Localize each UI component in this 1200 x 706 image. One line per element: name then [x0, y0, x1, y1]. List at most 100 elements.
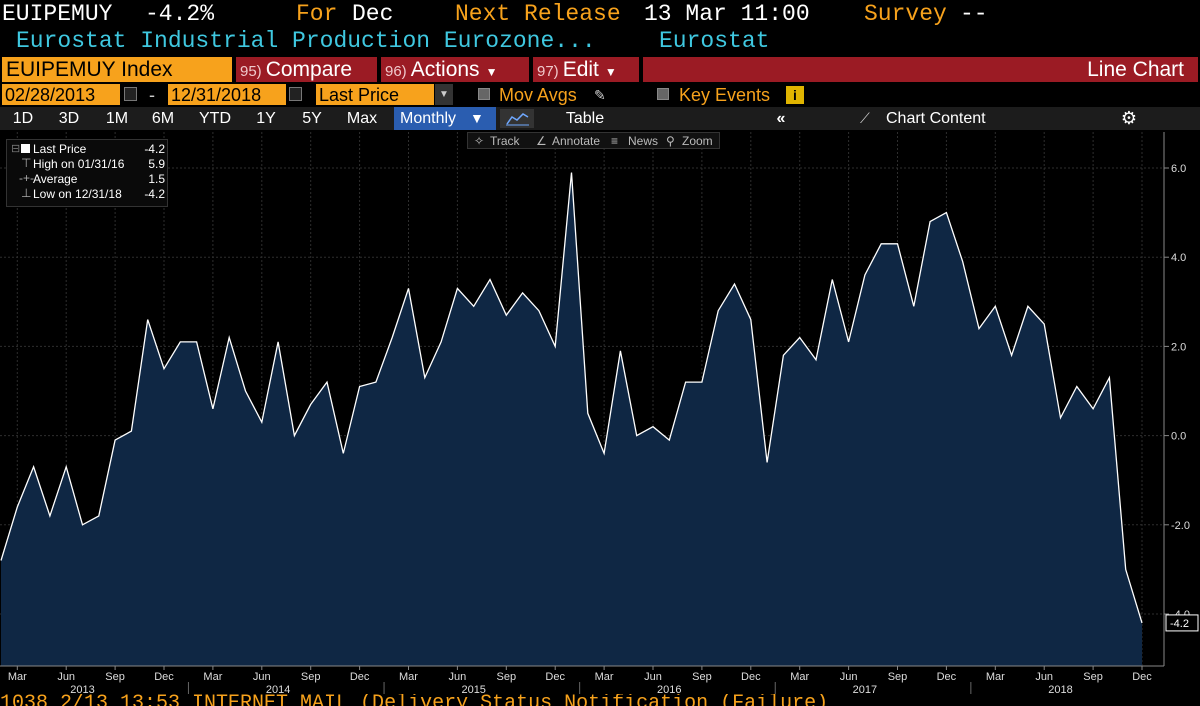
period-toolbar: 1D 3D 1M 6M YTD 1Y 5Y Max Monthly ▼ Tabl… — [0, 107, 1200, 130]
news-button[interactable]: News — [628, 134, 659, 148]
chart-content-button[interactable]: Chart Content — [886, 110, 986, 127]
edit-number: 97) — [537, 63, 559, 80]
x-tick-label: Dec — [937, 671, 957, 683]
x-year-label: 2016 — [657, 684, 681, 696]
period-1d-button[interactable]: 1D — [12, 110, 34, 127]
period-5y-button[interactable]: 5Y — [302, 110, 322, 127]
collapse-icon[interactable]: ⊟ — [11, 143, 21, 155]
x-tick-label: Dec — [154, 671, 174, 683]
x-tick-label: Mar — [790, 671, 809, 683]
x-tick-label: Sep — [301, 671, 321, 683]
period-max-button[interactable]: Max — [346, 110, 378, 127]
period-ytd-button[interactable]: YTD — [199, 110, 231, 127]
x-year-label: 2014 — [266, 684, 290, 696]
legend-average-value: 1.5 — [148, 172, 165, 186]
pencil-icon[interactable]: ✎ — [594, 87, 606, 103]
x-tick-label: Dec — [350, 671, 370, 683]
compare-button[interactable]: 95) Compare — [236, 57, 377, 82]
actions-number: 96) — [385, 63, 407, 80]
x-tick-label: Jun — [1035, 671, 1053, 683]
gear-icon[interactable]: ⚙ — [1120, 108, 1138, 128]
legend-high-label: High on 01/31/16 — [33, 157, 125, 171]
ticker-label: EUIPEMUY — [2, 1, 113, 27]
key-events-label[interactable]: Key Events — [679, 85, 771, 105]
x-axis: Mar Jun Sep Dec Mar Jun Sep Dec Mar Jun Sep Dec Mar J… — [0, 665, 1164, 696]
x-tick-label: Dec — [1132, 671, 1152, 683]
y-tick-label: -2.0 — [1171, 520, 1190, 532]
chevron-down-icon[interactable]: ▼ — [435, 84, 453, 105]
calendar-icon[interactable] — [124, 87, 137, 101]
message-ticker[interactable]: 1038 2/13 13:53 INTERNET MAIL (Delivery … — [0, 694, 829, 706]
chart-content-icon: ⟋ — [860, 110, 870, 126]
chevron-down-icon: ▼ — [604, 65, 617, 79]
y-tick-label: 6.0 — [1171, 163, 1186, 175]
key-events-checkbox[interactable] — [657, 88, 669, 100]
period-3d-button[interactable]: 3D — [58, 110, 80, 127]
chevron-down-icon: ▼ — [485, 65, 498, 79]
x-year-label: 2013 — [70, 684, 94, 696]
legend-last-label: Last Price — [33, 142, 87, 156]
average-marker-icon: -+- — [19, 171, 34, 185]
actions-label: Actions — [410, 58, 480, 81]
zoom-button[interactable]: Zoom — [682, 134, 713, 148]
table-button[interactable]: Table — [565, 110, 605, 127]
chart-type-button[interactable]: Line Chart — [643, 57, 1198, 82]
security-header: EUIPEMUY -4.2% For Dec Next Release 13 M… — [0, 0, 1200, 28]
edit-button[interactable]: 97) Edit ▼ — [533, 57, 639, 82]
next-release-value: 13 Mar 11:00 — [644, 1, 810, 27]
y-tick-label: 4.0 — [1171, 252, 1186, 264]
x-tick-label: Sep — [692, 671, 712, 683]
end-date-input[interactable]: 12/31/2018 — [168, 84, 286, 105]
x-tick-label: Sep — [1083, 671, 1103, 683]
actions-button[interactable]: 96) Actions ▼ — [381, 57, 529, 82]
x-tick-label: Mar — [399, 671, 418, 683]
area-fill — [1, 172, 1142, 666]
for-label: For — [296, 1, 338, 27]
info-icon[interactable]: i — [786, 86, 804, 104]
x-tick-label: Jun — [449, 671, 467, 683]
field-select[interactable]: Last Price — [316, 84, 434, 105]
annotate-button[interactable]: Annotate — [552, 134, 601, 148]
line-chart-icon[interactable] — [500, 109, 534, 128]
compare-number: 95) — [240, 63, 262, 80]
compare-label: Compare — [265, 58, 353, 81]
menu-bar: EUIPEMUY Index 95) Compare 96) Actions ▼ 97… — [0, 56, 1200, 83]
period-1m-button[interactable]: 1M — [105, 110, 129, 127]
period-6m-button[interactable]: 6M — [151, 110, 175, 127]
legend-last-value: -4.2 — [144, 142, 165, 156]
legend-low-value: -4.2 — [144, 187, 165, 201]
mov-avgs-label[interactable]: Mov Avgs — [499, 85, 577, 105]
x-tick-label: Mar — [8, 671, 27, 683]
legend-average: Average 1.5 — [33, 172, 165, 187]
next-release-label: Next Release — [455, 1, 621, 27]
security-description: Eurostat Industrial Production Eurozone.… — [16, 28, 596, 54]
news-icon: ≡ — [611, 134, 619, 148]
y-tick-label: 2.0 — [1171, 341, 1186, 353]
x-year-label: 2018 — [1048, 684, 1072, 696]
last-value-marker — [1165, 614, 1199, 632]
price-line — [0, 172, 1143, 624]
date-separator: - — [149, 85, 155, 105]
x-tick-label: Dec — [545, 671, 565, 683]
period-value: Dec — [352, 1, 394, 27]
chart-legend: ⊟ Last Price -4.2 ⊤ High on 01/31/16 5.9… — [6, 139, 168, 207]
date-controls: 02/28/2013 - 12/31/2018 Last Price ▼ Mov… — [0, 84, 1200, 106]
security-input[interactable]: EUIPEMUY Index — [2, 57, 232, 82]
track-button[interactable]: Track — [490, 134, 520, 148]
calendar-icon[interactable] — [289, 87, 302, 101]
collapse-left-icon[interactable]: « — [776, 110, 786, 127]
frequency-select[interactable]: Monthly ▼ — [394, 107, 496, 130]
start-date-input[interactable]: 02/28/2013 — [2, 84, 120, 105]
period-1y-button[interactable]: 1Y — [256, 110, 276, 127]
x-tick-label: Mar — [986, 671, 1005, 683]
x-tick-label: Dec — [741, 671, 761, 683]
x-tick-label: Mar — [203, 671, 222, 683]
mov-avgs-checkbox[interactable] — [478, 88, 490, 100]
frequency-label: Monthly — [400, 110, 457, 127]
legend-average-label: Average — [33, 172, 78, 186]
x-tick-label: Jun — [57, 671, 75, 683]
source-label: Eurostat — [659, 28, 770, 54]
last-value-label: -4.2 — [1170, 618, 1189, 630]
track-icon: ✧ — [474, 134, 485, 148]
